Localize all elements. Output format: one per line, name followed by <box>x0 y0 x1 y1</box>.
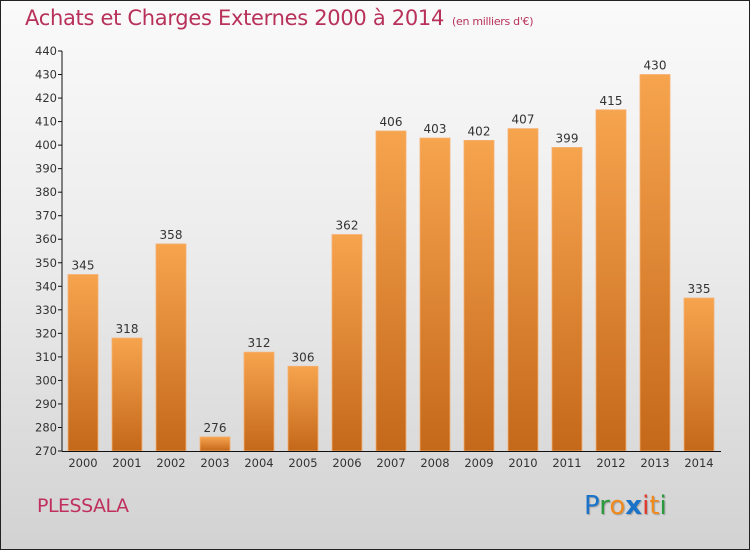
y-tick-label-380: 380 <box>35 185 57 199</box>
commune-name: PLESSALA <box>37 495 129 517</box>
data-label-2007: 406 <box>380 115 403 129</box>
bar-2000 <box>67 274 99 452</box>
bar-2008 <box>419 137 451 452</box>
bar-2003 <box>199 436 231 452</box>
logo-letter-4: i <box>642 491 650 521</box>
x-tick-label-2005: 2005 <box>288 456 317 470</box>
x-tick-label-2011: 2011 <box>552 456 581 470</box>
data-label-2005: 306 <box>292 350 315 364</box>
x-tick-label-2006: 2006 <box>332 456 361 470</box>
y-tick-label-310: 310 <box>35 350 57 364</box>
data-label-2008: 403 <box>424 122 447 136</box>
x-tick-label-2003: 2003 <box>200 456 229 470</box>
y-tick-label-340: 340 <box>35 279 57 293</box>
x-tick-label-2009: 2009 <box>464 456 493 470</box>
y-tick-label-390: 390 <box>35 162 57 176</box>
y-tick-label-280: 280 <box>35 420 57 434</box>
data-label-2011: 399 <box>556 131 579 145</box>
x-tick-label-2012: 2012 <box>596 456 625 470</box>
logo-letter-0: P <box>584 491 600 521</box>
y-tick-label-350: 350 <box>35 256 57 270</box>
y-tick-label-430: 430 <box>35 68 57 82</box>
proxiti-logo[interactable]: Proxiti <box>584 491 667 521</box>
x-tick-label-2014: 2014 <box>684 456 713 470</box>
bar-2001 <box>111 337 143 452</box>
data-label-2002: 358 <box>160 228 183 242</box>
bar-2005 <box>287 365 319 452</box>
bar-2002 <box>155 243 187 452</box>
chart-title: Achats et Charges Externes 2000 à 2014 (e… <box>25 6 534 30</box>
bar-2014 <box>683 297 715 452</box>
y-tick-label-410: 410 <box>35 115 57 129</box>
data-label-2014: 335 <box>688 282 711 296</box>
bar-2007 <box>375 130 407 452</box>
x-tick-label-2004: 2004 <box>244 456 273 470</box>
data-label-2004: 312 <box>248 336 271 350</box>
bar-chart: 345 318 358 276 312 306 362 406 403 402 407 399 415 4… <box>35 44 721 470</box>
bar-2009 <box>463 140 495 452</box>
x-tick-label-2002: 2002 <box>156 456 185 470</box>
logo-letter-6: i <box>659 491 667 521</box>
y-tick-label-420: 420 <box>35 91 57 105</box>
logo-letter-3: x <box>625 491 643 521</box>
bar-2004 <box>243 351 275 452</box>
x-tick-label-2001: 2001 <box>112 456 141 470</box>
bar-2012 <box>595 109 627 452</box>
x-tick-label-2000: 2000 <box>68 456 97 470</box>
y-tick-label-440: 440 <box>35 44 57 58</box>
logo-letter-1: r <box>599 491 610 521</box>
y-tick-label-270: 270 <box>35 444 57 458</box>
axes-group: 2000 2001 2002 2003 2004 2005 2006 2007 2008 2009… <box>35 44 721 470</box>
x-tick-label-2008: 2008 <box>420 456 449 470</box>
logo-letter-5: t <box>649 491 660 521</box>
bar-2013 <box>639 74 671 452</box>
y-tick-label-300: 300 <box>35 373 57 387</box>
bar-2006 <box>331 234 363 452</box>
y-tick-label-330: 330 <box>35 303 57 317</box>
bar-2011 <box>551 147 583 452</box>
data-label-2003: 276 <box>204 421 227 435</box>
y-tick-label-290: 290 <box>35 397 57 411</box>
y-tick-label-360: 360 <box>35 232 57 246</box>
y-tick-label-320: 320 <box>35 326 57 340</box>
x-tick-label-2013: 2013 <box>640 456 669 470</box>
x-tick-label-2010: 2010 <box>508 456 537 470</box>
title-text: Achats et Charges Externes 2000 à 2014 <box>25 6 445 30</box>
y-tick-label-400: 400 <box>35 138 57 152</box>
logo-letter-2: o <box>609 491 626 521</box>
chart-subtitle: (en milliers d'€) <box>452 15 534 28</box>
data-label-2012: 415 <box>600 94 623 108</box>
data-label-2006: 362 <box>336 219 359 233</box>
data-label-2001: 318 <box>116 322 139 336</box>
y-tick-label-370: 370 <box>35 209 57 223</box>
bar-2010 <box>507 128 539 452</box>
data-label-2010: 407 <box>512 113 535 127</box>
bars-group: 345 318 358 276 312 306 362 406 403 402 407 399 415 4… <box>67 59 715 452</box>
data-label-2000: 345 <box>72 259 95 273</box>
x-tick-label-2007: 2007 <box>376 456 405 470</box>
data-label-2013: 430 <box>644 59 667 73</box>
data-label-2009: 402 <box>468 124 491 138</box>
